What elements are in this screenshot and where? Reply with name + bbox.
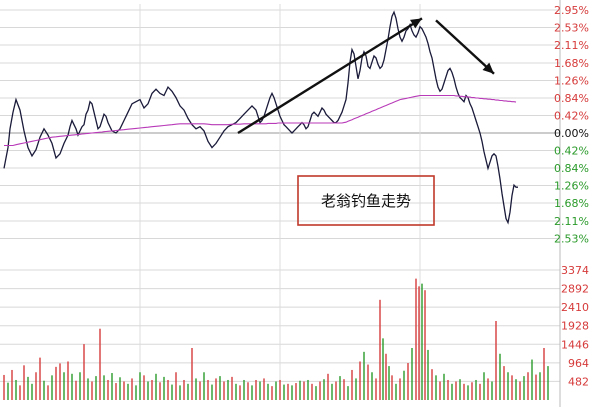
volume-tick-label: 2892 — [561, 283, 589, 296]
price-tick-label: 2.53% — [554, 232, 589, 245]
chart-grid — [0, 0, 561, 407]
price-tick-label: 0.84% — [554, 92, 589, 105]
volume-tick-label: 3374 — [561, 264, 589, 277]
annotation-box: 老翁钓鱼走势 — [297, 175, 435, 226]
price-tick-label: 0.00% — [554, 127, 589, 140]
volume-tick-label: 964 — [568, 357, 589, 370]
trend-arrow-head — [482, 62, 494, 74]
volume-tick-label: 2410 — [561, 301, 589, 314]
price-tick-label: 0.84% — [554, 162, 589, 175]
price-lines — [3, 10, 518, 225]
y-axis-labels: 2.95% 2.53% 2.11% 1.68% 1.26% 0.84% 0.42% 0.00%… — [554, 4, 589, 388]
price-tick-label: 1.68% — [554, 197, 589, 210]
trend-arrow-shaft — [237, 17, 423, 135]
price-tick-label: 0.42% — [554, 109, 589, 122]
trend-arrow-shaft — [435, 19, 495, 75]
volume-tick-label: 1928 — [561, 320, 589, 333]
price-tick-label: 1.26% — [554, 74, 589, 87]
price-tick-label: 1.68% — [554, 57, 589, 70]
volume-bars — [3, 278, 549, 400]
price-line — [3, 10, 518, 225]
annotation-frame — [297, 175, 435, 226]
trend-arrows — [237, 17, 495, 135]
price-tick-label: 2.11% — [554, 39, 589, 52]
price-tick-label: 2.95% — [554, 4, 589, 17]
price-tick-label: 0.42% — [554, 145, 589, 158]
annotation-text: 老翁钓鱼走势 — [321, 192, 411, 210]
volume-tick-label: 1446 — [561, 338, 589, 351]
price-tick-label: 2.53% — [554, 22, 589, 35]
average-price-line — [4, 94, 517, 147]
price-tick-label: 2.11% — [554, 215, 589, 228]
price-tick-label: 1.26% — [554, 180, 589, 193]
trend-arrow-head — [410, 18, 422, 29]
volume-tick-label: 482 — [568, 375, 589, 388]
